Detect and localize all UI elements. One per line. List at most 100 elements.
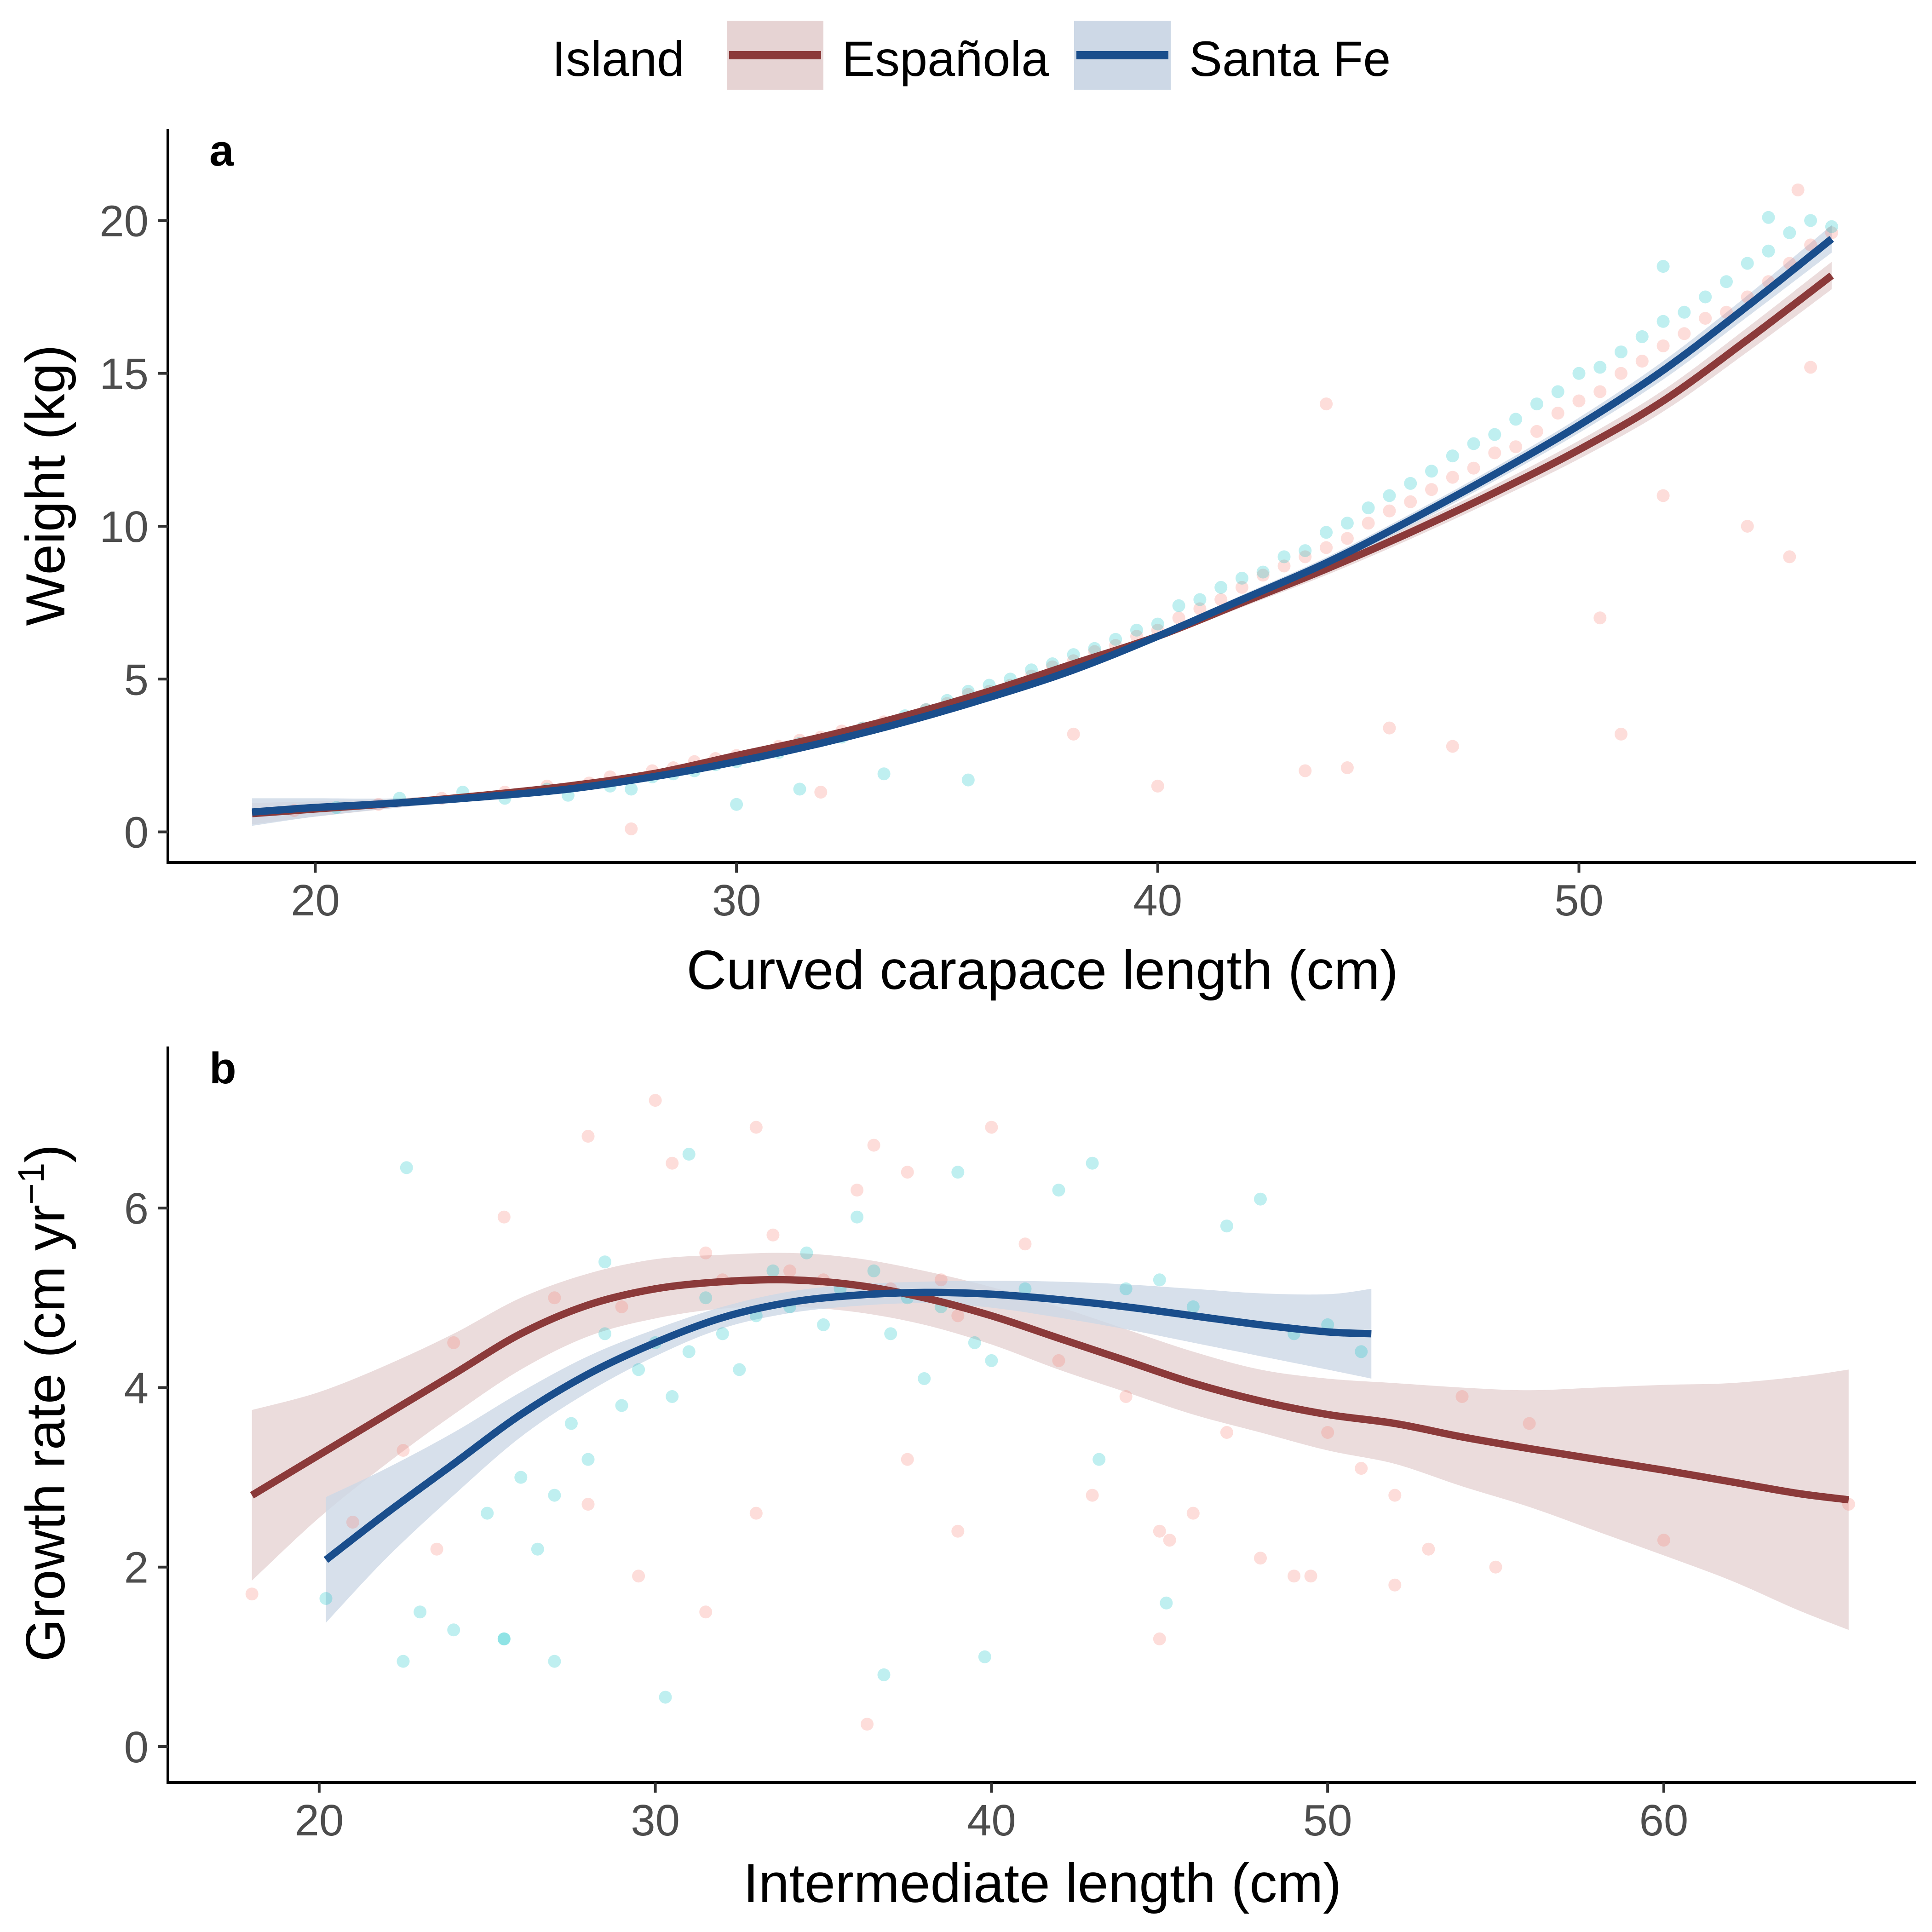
data-point-espanola — [1593, 611, 1607, 625]
data-point-santa-fe — [817, 1318, 830, 1331]
data-point-santa-fe — [1362, 501, 1375, 515]
data-point-santa-fe — [564, 1417, 578, 1430]
data-point-espanola — [1383, 504, 1396, 518]
data-point-espanola — [666, 1156, 679, 1170]
data-point-santa-fe — [414, 1605, 427, 1619]
x-tick-label: 20 — [294, 1796, 344, 1845]
data-point-santa-fe — [1018, 1282, 1032, 1295]
data-point-santa-fe — [1067, 648, 1080, 661]
data-point-espanola — [1489, 1560, 1502, 1574]
data-point-santa-fe — [682, 1345, 696, 1358]
data-point-espanola — [1151, 779, 1164, 793]
data-point-espanola — [1446, 740, 1459, 753]
data-point-espanola — [1467, 461, 1480, 475]
data-point-santa-fe — [1254, 1192, 1267, 1206]
x-tick-label: 30 — [631, 1796, 680, 1845]
panel-a-confidence-bands — [252, 225, 1832, 826]
panel-b-tag: b — [209, 1044, 236, 1093]
data-point-santa-fe — [1530, 397, 1543, 411]
legend-title: Island — [552, 31, 684, 86]
data-point-santa-fe — [766, 1264, 780, 1277]
data-point-santa-fe — [877, 1668, 891, 1681]
y-tick-label: 4 — [124, 1363, 149, 1413]
data-point-santa-fe — [1404, 477, 1417, 490]
smooth-line-santa-fe — [323, 1288, 1372, 1563]
data-point-santa-fe — [1220, 1219, 1233, 1233]
data-point-espanola — [581, 1130, 595, 1143]
panel-a: a 20 30 40 50 0 5 10 15 20 Curved carapace lengt… — [15, 126, 1916, 1001]
panel-b-y-axis-title: Growth rate (cm yr−1) — [11, 1144, 76, 1662]
data-point-espanola — [1186, 1506, 1200, 1520]
data-point-santa-fe — [598, 1255, 611, 1269]
data-point-espanola — [1593, 385, 1607, 398]
data-point-espanola — [1119, 1390, 1133, 1403]
data-point-santa-fe — [1762, 244, 1775, 258]
data-point-espanola — [1699, 312, 1712, 325]
data-point-espanola — [1678, 327, 1691, 340]
data-point-santa-fe — [733, 1363, 746, 1376]
data-point-santa-fe — [319, 1592, 333, 1605]
data-point-santa-fe — [961, 773, 975, 787]
data-point-espanola — [951, 1309, 965, 1322]
x-tick-label: 30 — [712, 876, 761, 925]
data-point-espanola — [548, 1291, 561, 1305]
y-tick-label: 6 — [124, 1184, 149, 1233]
data-point-espanola — [1615, 367, 1627, 380]
data-point-santa-fe — [1678, 305, 1691, 319]
data-point-santa-fe — [800, 1246, 813, 1259]
data-point-espanola — [1404, 495, 1417, 508]
x-tick-label: 60 — [1639, 1796, 1689, 1845]
data-point-santa-fe — [514, 1471, 528, 1484]
data-point-santa-fe — [682, 1148, 696, 1161]
data-point-santa-fe — [1656, 315, 1670, 328]
data-point-espanola — [1067, 727, 1080, 741]
data-point-santa-fe — [1551, 385, 1564, 398]
y-tick-label: 15 — [99, 350, 149, 399]
data-point-espanola — [699, 1605, 713, 1619]
data-point-espanola — [1256, 569, 1270, 582]
data-point-espanola — [783, 1264, 796, 1277]
data-point-santa-fe — [1446, 449, 1459, 463]
panel-a-smooth-lines — [252, 236, 1834, 817]
y-tick-label: 2 — [124, 1543, 149, 1593]
data-point-santa-fe — [1741, 257, 1754, 270]
data-point-santa-fe — [1153, 1273, 1166, 1287]
data-point-santa-fe — [1256, 565, 1270, 579]
panel-a-tag: a — [209, 126, 234, 175]
confidence-band-espanola — [252, 1253, 1849, 1630]
data-point-espanola — [749, 1506, 763, 1520]
data-point-espanola — [1086, 1489, 1099, 1502]
data-point-espanola — [814, 786, 828, 799]
data-point-espanola — [1052, 1354, 1065, 1367]
data-point-espanola — [1615, 727, 1627, 741]
data-point-espanola — [649, 1094, 662, 1107]
data-point-santa-fe — [659, 1690, 672, 1704]
data-point-espanola — [1455, 1390, 1469, 1403]
y-tick-label: 0 — [124, 808, 149, 857]
data-point-santa-fe — [1467, 437, 1480, 450]
data-point-santa-fe — [531, 1542, 544, 1556]
data-point-santa-fe — [1355, 1345, 1368, 1358]
data-point-espanola — [1018, 1237, 1032, 1251]
data-point-espanola — [1488, 446, 1501, 460]
data-point-espanola — [951, 1524, 965, 1538]
data-point-espanola — [1825, 226, 1838, 239]
data-point-espanola — [1804, 361, 1817, 374]
data-point-santa-fe — [1235, 571, 1248, 585]
data-point-santa-fe — [497, 1632, 511, 1645]
y-tick-label: 10 — [99, 502, 149, 552]
data-point-espanola — [1288, 1570, 1301, 1583]
data-point-santa-fe — [598, 1327, 611, 1340]
data-point-espanola — [1656, 489, 1670, 502]
data-point-santa-fe — [968, 1336, 981, 1349]
data-point-espanola — [1791, 183, 1805, 196]
data-point-santa-fe — [1509, 413, 1523, 426]
data-point-espanola — [430, 1542, 443, 1556]
data-point-espanola — [1254, 1552, 1267, 1565]
data-point-espanola — [1783, 550, 1796, 564]
data-point-espanola — [1388, 1578, 1402, 1592]
data-point-espanola — [632, 1570, 645, 1583]
confidence-band-espanola — [252, 262, 1832, 824]
data-point-santa-fe — [1783, 226, 1796, 239]
data-point-espanola — [1340, 532, 1354, 545]
